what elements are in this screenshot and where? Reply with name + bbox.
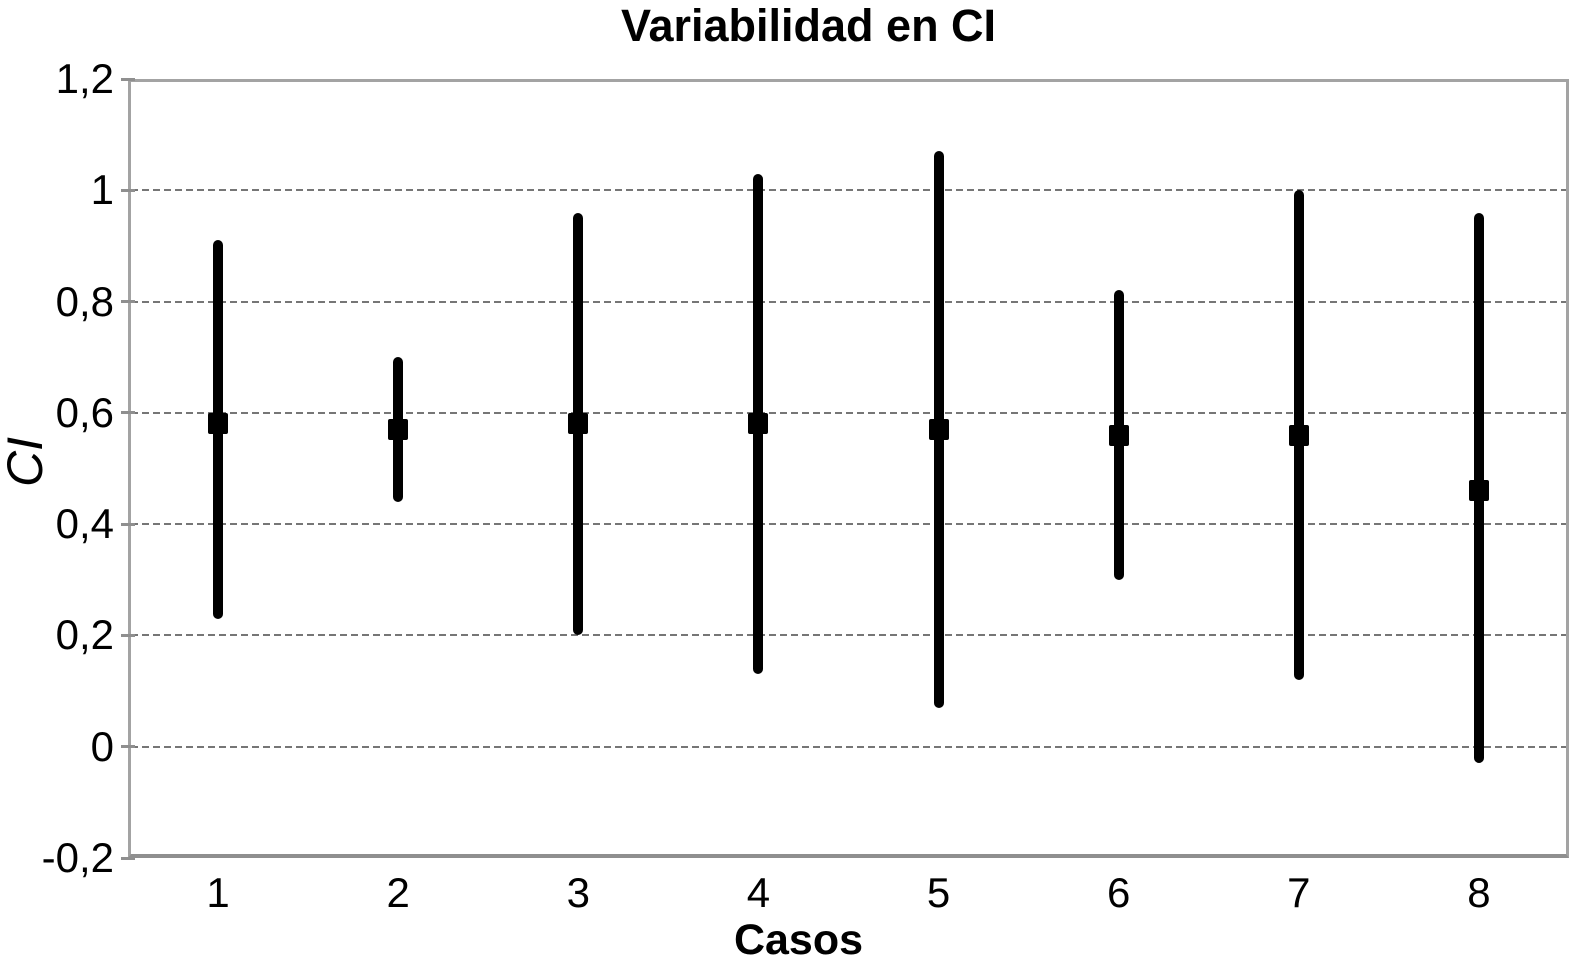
x-tick-label: 1 — [206, 869, 230, 916]
mean-marker — [1108, 424, 1129, 446]
mean-marker — [568, 413, 589, 435]
x-tick-label: 5 — [926, 869, 951, 916]
y-tick-label: 1 — [90, 166, 114, 214]
y-tick-label: 0,2 — [55, 611, 114, 659]
mean-marker — [1468, 480, 1489, 502]
y-tick-label: 0,6 — [55, 388, 114, 436]
y-tick-mark — [121, 188, 135, 192]
y-tick-mark — [121, 856, 135, 860]
gridline — [131, 189, 1566, 192]
y-tick-mark — [121, 411, 135, 415]
y-tick-label: 0 — [90, 722, 114, 770]
gridline — [131, 634, 1566, 637]
mean-marker — [388, 419, 409, 441]
y-tick-mark — [121, 522, 135, 526]
x-tick-label: 4 — [746, 869, 771, 916]
x-tick-label: 6 — [1107, 869, 1131, 916]
y-tick-label: 1,2 — [55, 55, 114, 102]
x-tick-label: 3 — [566, 869, 590, 916]
y-axis-label: CI — [0, 437, 53, 487]
x-axis-label: Casos — [733, 916, 864, 964]
y-tick-label: -0,2 — [41, 834, 114, 881]
x-tick-label: 2 — [386, 869, 410, 916]
x-tick-label: 8 — [1467, 869, 1491, 916]
plot-area — [128, 79, 1569, 858]
x-tick-label: 7 — [1287, 869, 1311, 916]
mean-marker — [1288, 424, 1309, 446]
gridline — [131, 411, 1566, 414]
y-tick-mark — [121, 300, 135, 304]
gridline — [131, 523, 1566, 526]
mean-marker — [208, 413, 229, 435]
mean-marker — [748, 413, 769, 435]
y-tick-mark — [121, 745, 135, 749]
gridline — [131, 300, 1566, 303]
mean-marker — [928, 419, 949, 441]
y-tick-label: 0,4 — [55, 500, 114, 548]
gridline — [131, 745, 1566, 748]
chart-title: Variabilidad en CI — [620, 0, 997, 51]
y-tick-label: 0,8 — [55, 277, 114, 325]
y-tick-mark — [121, 77, 135, 81]
y-tick-mark — [121, 633, 135, 637]
